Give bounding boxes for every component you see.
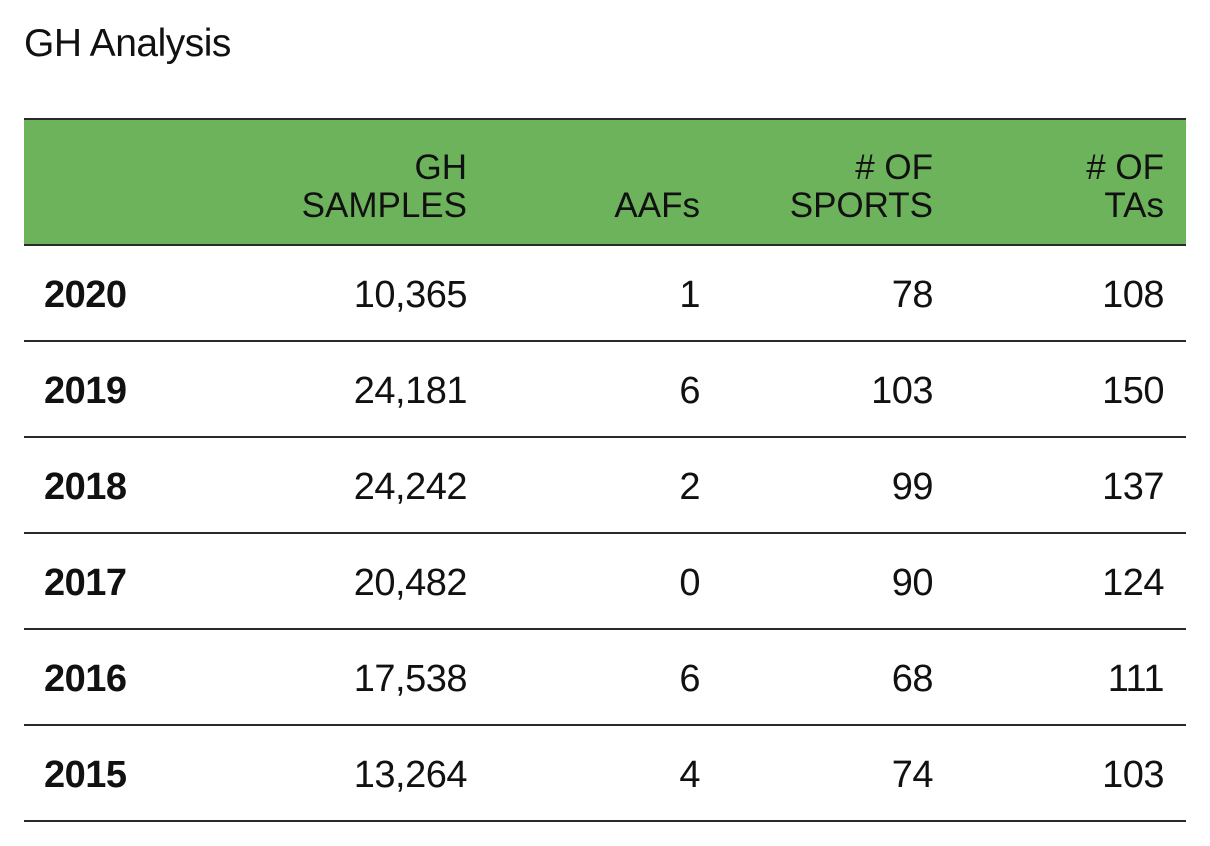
table-header-row: GH SAMPLES AAFs # OF SPORTS # OF TAs [24,118,1186,246]
cell-tas: 150 [955,341,1186,438]
cell-year: 2019 [24,341,256,438]
table-row: 2019 24,181 6 103 150 [24,341,1186,438]
header-sports-line1: # OF [855,148,933,188]
table-row: 2016 17,538 6 68 111 [24,629,1186,726]
cell-tas: 103 [955,725,1186,822]
cell-sports: 78 [722,245,955,342]
header-tas: # OF TAs [955,118,1186,246]
cell-tas: 137 [955,437,1186,534]
cell-year: 2020 [24,245,256,342]
cell-sports: 99 [722,437,955,534]
cell-tas: 124 [955,533,1186,630]
cell-tas: 108 [955,245,1186,342]
header-gh-samples: GH SAMPLES [256,118,489,246]
cell-samples: 24,181 [256,341,489,438]
table-row: 2018 24,242 2 99 137 [24,437,1186,534]
table-row: 2015 13,264 4 74 103 [24,725,1186,822]
cell-samples: 10,365 [256,245,489,342]
cell-aafs: 2 [489,437,722,534]
cell-samples: 13,264 [256,725,489,822]
gh-analysis-table: GH SAMPLES AAFs # OF SPORTS # OF TAs 202… [24,118,1186,822]
cell-aafs: 4 [489,725,722,822]
header-gh-samples-line1: GH [414,148,468,188]
cell-aafs: 6 [489,341,722,438]
cell-year: 2017 [24,533,256,630]
cell-samples: 24,242 [256,437,489,534]
cell-sports: 74 [722,725,955,822]
cell-sports: 103 [722,341,955,438]
cell-aafs: 0 [489,533,722,630]
cell-year: 2016 [24,629,256,726]
cell-sports: 68 [722,629,955,726]
header-year [24,118,256,246]
header-sports-line2: SPORTS [789,185,933,225]
header-tas-line1: # OF [1086,148,1164,188]
header-aafs: AAFs [489,118,722,246]
table-row: 2020 10,365 1 78 108 [24,245,1186,342]
table-row: 2017 20,482 0 90 124 [24,533,1186,630]
cell-aafs: 6 [489,629,722,726]
cell-samples: 20,482 [256,533,489,630]
cell-samples: 17,538 [256,629,489,726]
cell-tas: 111 [955,629,1186,726]
cell-sports: 90 [722,533,955,630]
header-gh-samples-line2: SAMPLES [301,185,467,225]
header-tas-line2: TAs [1104,185,1164,225]
header-aafs-line2: AAFs [614,185,700,225]
cell-year: 2018 [24,437,256,534]
cell-year: 2015 [24,725,256,822]
page-title: GH Analysis [24,22,231,65]
header-sports: # OF SPORTS [722,118,955,246]
cell-aafs: 1 [489,245,722,342]
